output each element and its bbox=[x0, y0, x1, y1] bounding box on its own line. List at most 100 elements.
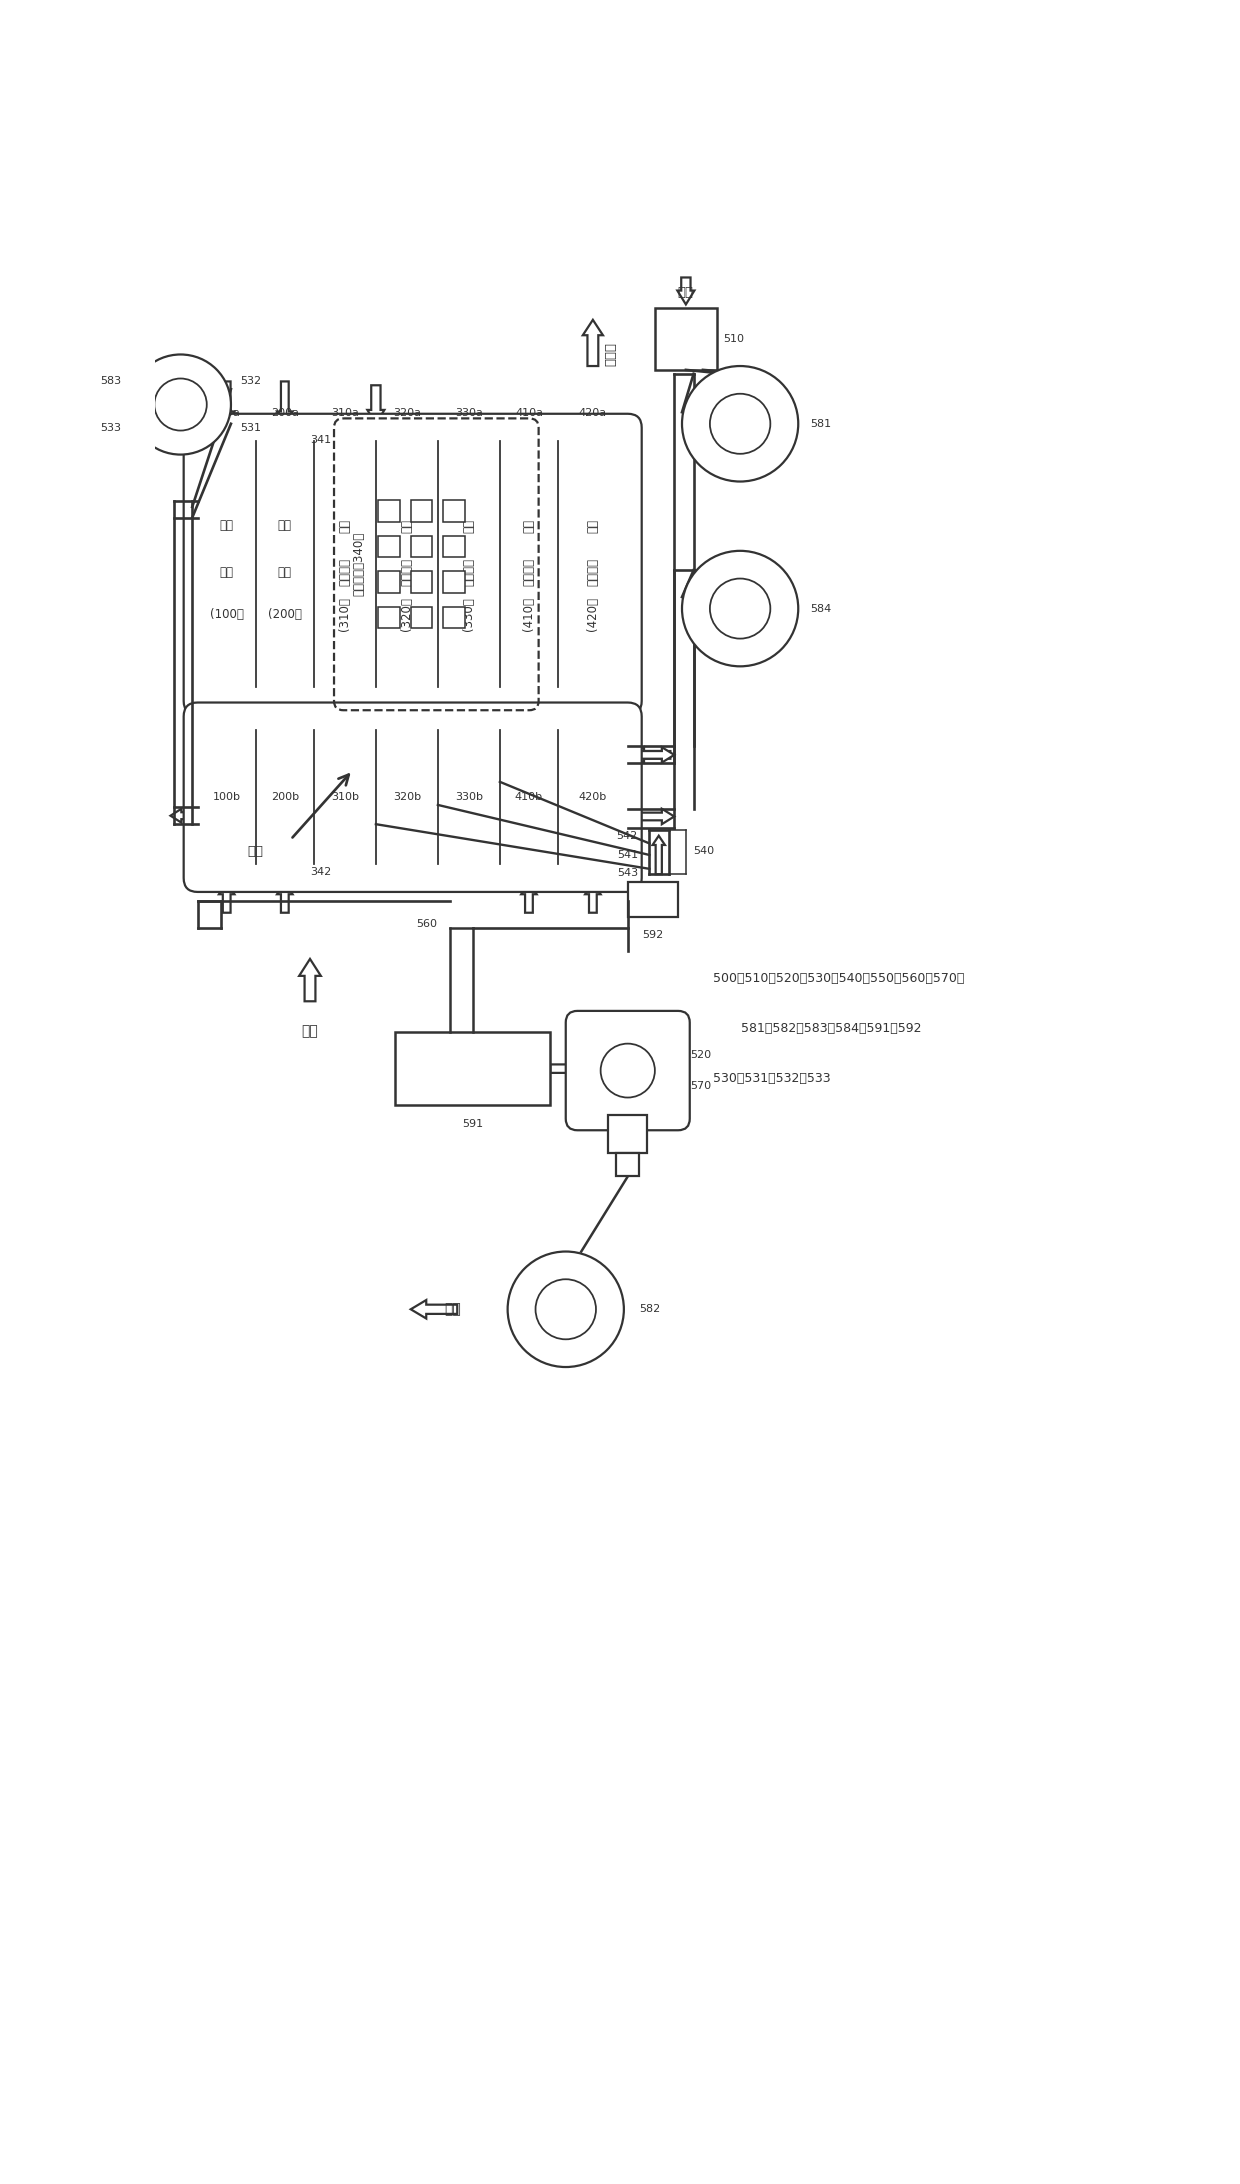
Text: 还原铁: 还原铁 bbox=[605, 343, 618, 367]
Text: 原料: 原料 bbox=[301, 1024, 319, 1037]
FancyArrow shape bbox=[441, 791, 481, 806]
FancyArrow shape bbox=[361, 812, 379, 826]
FancyBboxPatch shape bbox=[184, 413, 642, 714]
Text: 410a: 410a bbox=[515, 408, 543, 419]
Text: 第二: 第二 bbox=[401, 520, 413, 533]
FancyArrow shape bbox=[652, 836, 665, 874]
FancyArrow shape bbox=[311, 791, 324, 817]
Bar bbox=[378, 607, 399, 629]
Bar bbox=[616, 1153, 640, 1177]
Text: (410）: (410） bbox=[522, 598, 536, 631]
Circle shape bbox=[507, 1251, 624, 1367]
FancyArrow shape bbox=[299, 959, 321, 1000]
Bar bbox=[410, 607, 433, 629]
FancyBboxPatch shape bbox=[565, 1011, 689, 1131]
Text: 200a: 200a bbox=[270, 408, 299, 419]
Bar bbox=[378, 500, 399, 522]
FancyArrow shape bbox=[410, 1299, 458, 1319]
FancyArrow shape bbox=[461, 858, 476, 887]
Text: 区域: 区域 bbox=[278, 566, 291, 579]
Text: 第一: 第一 bbox=[339, 520, 351, 533]
FancyArrow shape bbox=[171, 808, 193, 823]
Text: 420a: 420a bbox=[579, 408, 606, 419]
FancyArrow shape bbox=[521, 882, 537, 913]
Bar bbox=[627, 882, 678, 917]
Bar bbox=[410, 535, 433, 557]
Text: 310b: 310b bbox=[331, 793, 358, 802]
Circle shape bbox=[130, 354, 231, 454]
Text: 320b: 320b bbox=[393, 793, 420, 802]
FancyArrow shape bbox=[627, 808, 675, 823]
FancyArrow shape bbox=[219, 382, 234, 424]
Circle shape bbox=[682, 367, 799, 480]
Circle shape bbox=[709, 393, 770, 454]
FancyArrow shape bbox=[551, 1059, 600, 1077]
Bar bbox=[444, 500, 465, 522]
Text: 第二: 第二 bbox=[587, 520, 599, 533]
Text: 570: 570 bbox=[689, 1081, 711, 1092]
Text: (330）: (330） bbox=[463, 598, 475, 631]
Text: (200）: (200） bbox=[268, 607, 301, 620]
Bar bbox=[444, 572, 465, 592]
Text: 581，582，583，584，591，592: 581，582，583，584，591，592 bbox=[713, 1022, 921, 1035]
Text: 点火区域（340）: 点火区域（340） bbox=[352, 533, 366, 596]
FancyBboxPatch shape bbox=[184, 703, 642, 891]
Text: 541: 541 bbox=[616, 850, 637, 860]
FancyArrow shape bbox=[277, 882, 293, 913]
Text: 310a: 310a bbox=[331, 408, 358, 419]
Bar bbox=[444, 535, 465, 557]
FancyArrow shape bbox=[631, 747, 671, 762]
Bar bbox=[378, 572, 399, 592]
FancyArrow shape bbox=[677, 277, 694, 304]
Circle shape bbox=[682, 550, 799, 666]
Text: 还原区域: 还原区域 bbox=[463, 557, 475, 585]
Text: 533: 533 bbox=[100, 424, 122, 432]
Circle shape bbox=[709, 579, 770, 638]
Text: 第三: 第三 bbox=[463, 520, 475, 533]
Text: 330b: 330b bbox=[455, 793, 482, 802]
FancyArrow shape bbox=[367, 384, 384, 424]
Text: 100b: 100b bbox=[213, 793, 241, 802]
FancyArrow shape bbox=[627, 747, 675, 762]
Text: 510: 510 bbox=[723, 334, 744, 345]
Text: 420b: 420b bbox=[579, 793, 608, 802]
Circle shape bbox=[536, 1280, 596, 1339]
Bar bbox=[410, 500, 433, 522]
FancyArrow shape bbox=[503, 839, 543, 854]
FancyArrow shape bbox=[219, 882, 234, 913]
Text: 560: 560 bbox=[415, 919, 436, 928]
Text: 591: 591 bbox=[463, 1118, 484, 1129]
Text: 592: 592 bbox=[642, 930, 663, 939]
Bar bbox=[444, 607, 465, 629]
Text: 584: 584 bbox=[810, 603, 831, 614]
FancyArrow shape bbox=[337, 858, 352, 887]
Text: 第一: 第一 bbox=[522, 520, 536, 533]
FancyArrow shape bbox=[379, 740, 419, 756]
Text: 区域: 区域 bbox=[219, 566, 233, 579]
Text: 还原区域: 还原区域 bbox=[401, 557, 413, 585]
Bar bbox=[410, 572, 433, 592]
Text: 542: 542 bbox=[616, 830, 637, 841]
Text: 582: 582 bbox=[640, 1304, 661, 1315]
Text: (420）: (420） bbox=[587, 598, 599, 631]
FancyArrow shape bbox=[196, 502, 219, 515]
Text: 341: 341 bbox=[310, 435, 332, 446]
Text: (310）: (310） bbox=[339, 598, 351, 631]
Bar bbox=[655, 308, 717, 369]
FancyArrow shape bbox=[562, 762, 600, 778]
Bar bbox=[609, 1114, 647, 1153]
FancyArrow shape bbox=[485, 771, 503, 784]
Circle shape bbox=[600, 1044, 655, 1099]
Bar bbox=[378, 535, 399, 557]
Circle shape bbox=[154, 378, 207, 430]
Text: 583: 583 bbox=[99, 376, 122, 387]
FancyArrow shape bbox=[423, 793, 441, 808]
Text: 100a: 100a bbox=[213, 408, 241, 419]
Text: 进气: 进气 bbox=[678, 286, 694, 299]
FancyArrow shape bbox=[583, 319, 603, 367]
FancyArrow shape bbox=[399, 858, 414, 887]
Text: 燃料: 燃料 bbox=[248, 845, 263, 858]
Bar bbox=[396, 1033, 551, 1105]
Text: 还原区域: 还原区域 bbox=[339, 557, 351, 585]
Text: 540: 540 bbox=[693, 845, 714, 856]
